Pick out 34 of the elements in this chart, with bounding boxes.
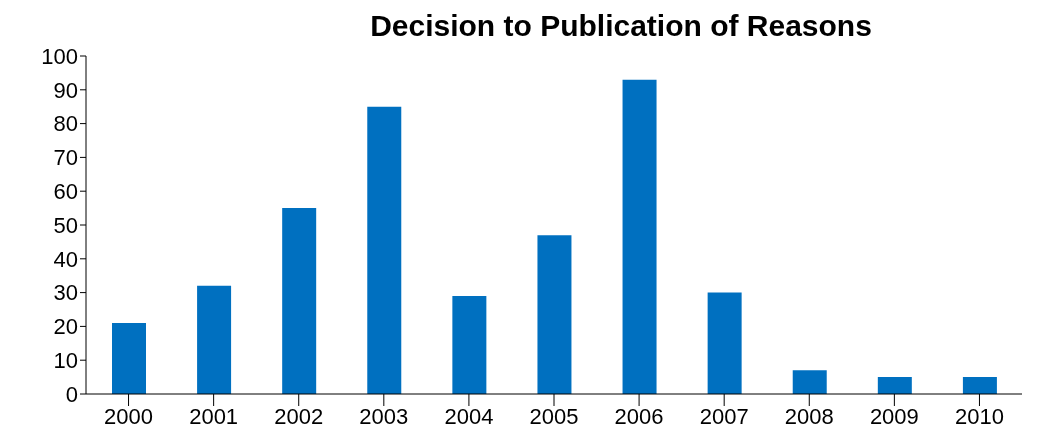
bar [707, 292, 742, 394]
bar [537, 235, 572, 394]
y-tick-label: 10 [53, 348, 78, 374]
x-tick-label: 2003 [359, 403, 409, 429]
x-tick-label: 2010 [954, 403, 1004, 429]
x-tick-label: 2007 [699, 403, 749, 429]
y-tick-label: 40 [53, 246, 78, 272]
y-tick-label: 20 [53, 314, 78, 340]
bar [962, 377, 997, 394]
bar [112, 323, 146, 394]
x-tick-label: 2001 [189, 403, 239, 429]
x-tick-label: 2002 [274, 403, 324, 429]
y-tick-label: 80 [53, 111, 78, 137]
x-tick-label: 2000 [104, 403, 154, 429]
y-tick-label: 90 [53, 77, 78, 103]
x-tick-label: 2008 [784, 403, 834, 429]
x-tick-label: 2005 [529, 403, 579, 429]
y-tick-label: 60 [53, 179, 78, 205]
bar [792, 370, 827, 394]
bar [622, 79, 657, 394]
y-tick-label: 50 [53, 212, 78, 238]
bar [367, 106, 402, 394]
y-tick-label: 70 [53, 145, 78, 171]
x-tick-label: 2004 [444, 403, 494, 429]
bar [282, 208, 317, 394]
y-tick-label: 100 [41, 43, 78, 69]
bar [197, 285, 232, 394]
chart-title: Decision to Publication of Reasons [369, 8, 873, 44]
bar [452, 295, 487, 394]
y-tick-label: 0 [65, 381, 78, 407]
y-tick-label: 30 [53, 280, 78, 306]
x-tick-label: 2006 [614, 403, 664, 429]
bar [877, 377, 912, 394]
x-tick-label: 2009 [869, 403, 919, 429]
